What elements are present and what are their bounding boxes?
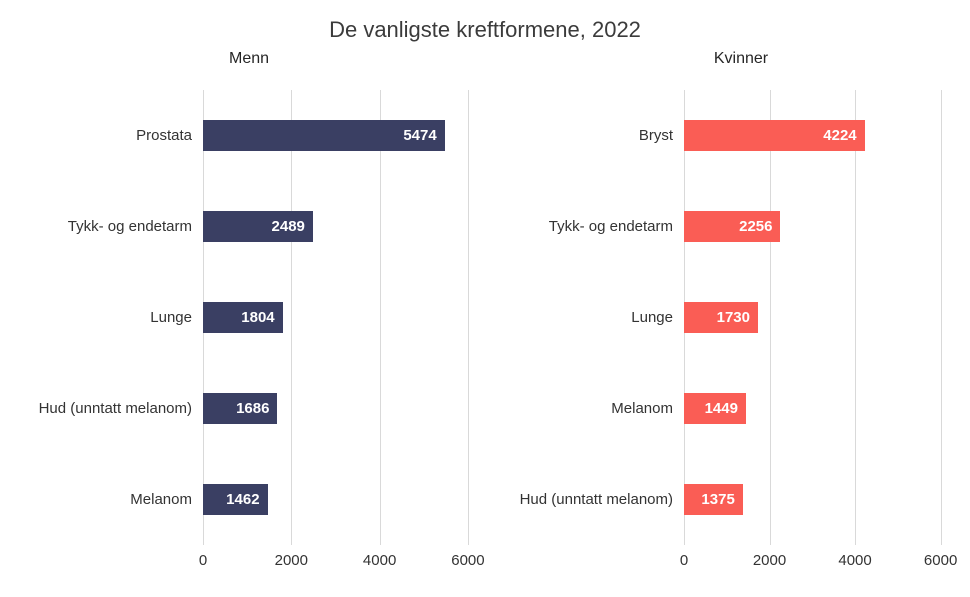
bar-row: 1730 — [684, 272, 962, 363]
kvinner-x-axis: 0 2000 4000 6000 — [680, 545, 962, 585]
category-label: Hud (unntatt melanom) — [519, 491, 673, 508]
bar: 1462 — [203, 484, 268, 515]
kvinner-plot-area: 4224 2256 1730 1449 1375 — [684, 90, 962, 545]
axis-tick-label: 0 — [679, 552, 689, 569]
axis-tick-label: 4000 — [838, 552, 872, 569]
bar-row: 2489 — [203, 181, 490, 272]
menn-panel: Menn Prostata Tykk- og endetarm Lunge Hud (… — [8, 44, 490, 585]
bar: 1804 — [203, 302, 283, 333]
gridline — [940, 90, 942, 545]
bar: 1449 — [684, 393, 746, 424]
kvinner-plot-wrap: 4224 2256 1730 1449 1375 0 2000 4000 6000 — [680, 90, 962, 585]
bar-row: 5474 — [203, 90, 490, 181]
category-label: Lunge — [631, 309, 673, 326]
bar-row: 2256 — [684, 181, 962, 272]
chart-title: De vanligste kreftformene, 2022 — [329, 17, 641, 42]
chart-panels: Menn Prostata Tykk- og endetarm Lunge Hud (… — [0, 44, 970, 585]
menn-category-labels: Prostata Tykk- og endetarm Lunge Hud (unnta… — [8, 90, 203, 585]
bar-row: 1449 — [684, 363, 962, 454]
bar-row: 1686 — [203, 363, 490, 454]
gridline — [769, 90, 771, 545]
axis-tick-label: 2000 — [752, 552, 787, 569]
category-label: Bryst — [638, 127, 673, 144]
menn-panel-body: Prostata Tykk- og endetarm Lunge Hud (unnta… — [8, 90, 490, 585]
bar-row: 1462 — [203, 454, 490, 545]
category-label: Tykk- og endetarm — [67, 218, 192, 235]
menn-plot-wrap: 5474 2489 1804 1686 1462 0 2000 4000 6000 — [199, 90, 490, 585]
kvinner-panel: Kvinner Bryst Tykk- og endetarm Lunge Melan… — [520, 44, 962, 585]
bar-value-label: 1804 — [241, 309, 275, 326]
menn-panel-header: Menn — [228, 50, 270, 67]
bar-value-label: 1686 — [236, 400, 270, 417]
category-label: Lunge — [150, 309, 192, 326]
gridline — [379, 90, 381, 545]
axis-tick-label: 0 — [198, 552, 208, 569]
menn-x-axis: 0 2000 4000 6000 — [199, 545, 490, 585]
category-label: Prostata — [136, 127, 192, 144]
bar-value-label: 4224 — [823, 127, 857, 144]
axis-tick-label: 4000 — [362, 552, 397, 569]
bar-row: 4224 — [684, 90, 962, 181]
axis-tick-label: 6000 — [451, 552, 485, 569]
bar-value-label: 1375 — [701, 491, 735, 508]
kvinner-panel-header: Kvinner — [713, 50, 769, 67]
kvinner-panel-body: Bryst Tykk- og endetarm Lunge Melanom Hud (u… — [520, 90, 962, 585]
bar: 2489 — [203, 211, 313, 242]
menn-plot-area: 5474 2489 1804 1686 1462 — [203, 90, 490, 545]
category-label: Hud (unntatt melanom) — [38, 400, 192, 417]
axis-tick-label: 6000 — [923, 552, 958, 569]
bar-value-label: 5474 — [403, 127, 437, 144]
bar-row: 1375 — [684, 454, 962, 545]
bar: 2256 — [684, 211, 781, 242]
kvinner-category-labels: Bryst Tykk- og endetarm Lunge Melanom Hud (u… — [520, 90, 684, 585]
bar-row: 1804 — [203, 272, 490, 363]
bar: 4224 — [684, 120, 865, 151]
bar: 1375 — [684, 484, 743, 515]
bar-value-label: 2489 — [271, 218, 305, 235]
gridline — [291, 90, 293, 545]
bar-value-label: 1449 — [704, 400, 738, 417]
gridline — [467, 90, 469, 545]
bar: 1730 — [684, 302, 758, 333]
bar-value-label: 1462 — [226, 491, 260, 508]
bar: 1686 — [203, 393, 278, 424]
bar-value-label: 1730 — [716, 309, 750, 326]
axis-tick-label: 2000 — [274, 552, 308, 569]
category-label: Tykk- og endetarm — [548, 218, 673, 235]
category-label: Melanom — [130, 491, 192, 508]
bar-value-label: 2256 — [739, 218, 773, 235]
gridline — [855, 90, 857, 545]
category-label: Melanom — [611, 400, 673, 417]
bar: 5474 — [203, 120, 445, 151]
